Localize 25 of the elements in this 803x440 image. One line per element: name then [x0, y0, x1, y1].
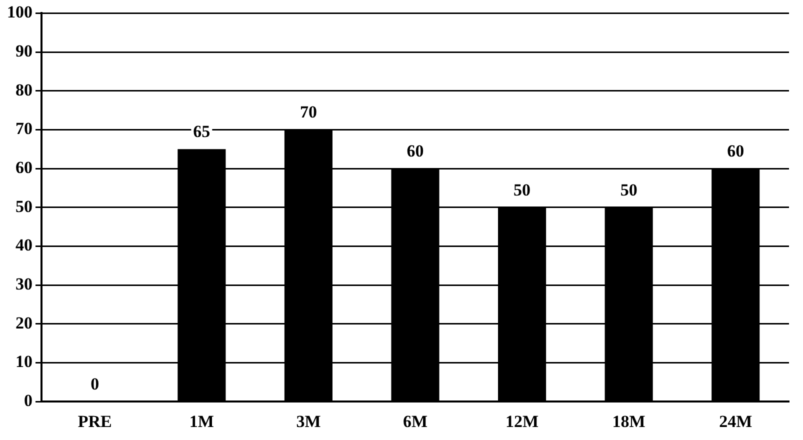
x-tick-label: 6M [402, 412, 428, 432]
y-tick-label: 40 [16, 236, 32, 255]
data-label: 50 [620, 180, 638, 200]
data-label: 60 [406, 141, 424, 160]
y-tick-label: 90 [16, 41, 32, 60]
y-tick-label: 30 [16, 274, 32, 294]
y-tick-label: 60 [16, 158, 32, 177]
y-tick-label: 70 [16, 119, 32, 138]
x-tick-label: 1M [189, 412, 214, 432]
data-label: 65 [193, 122, 210, 142]
data-label: 50 [514, 180, 531, 200]
x-tick-label: 18M [612, 412, 646, 432]
y-tick-label: 80 [16, 80, 32, 100]
x-tick-label: 24M [719, 412, 752, 432]
y-tick-label: 0 [24, 390, 32, 410]
x-tick-label: 12M [506, 412, 539, 432]
data-label: 0 [90, 374, 100, 394]
y-tick-label: 10 [16, 352, 32, 372]
y-tick-label: 20 [16, 313, 32, 332]
x-tick-label: PRE [78, 412, 112, 432]
y-tick-label: 100 [7, 2, 32, 22]
data-label: 60 [727, 141, 744, 160]
x-tick-label: 3M [296, 412, 321, 432]
data-label: 70 [300, 102, 317, 122]
y-tick-label: 50 [16, 196, 32, 216]
